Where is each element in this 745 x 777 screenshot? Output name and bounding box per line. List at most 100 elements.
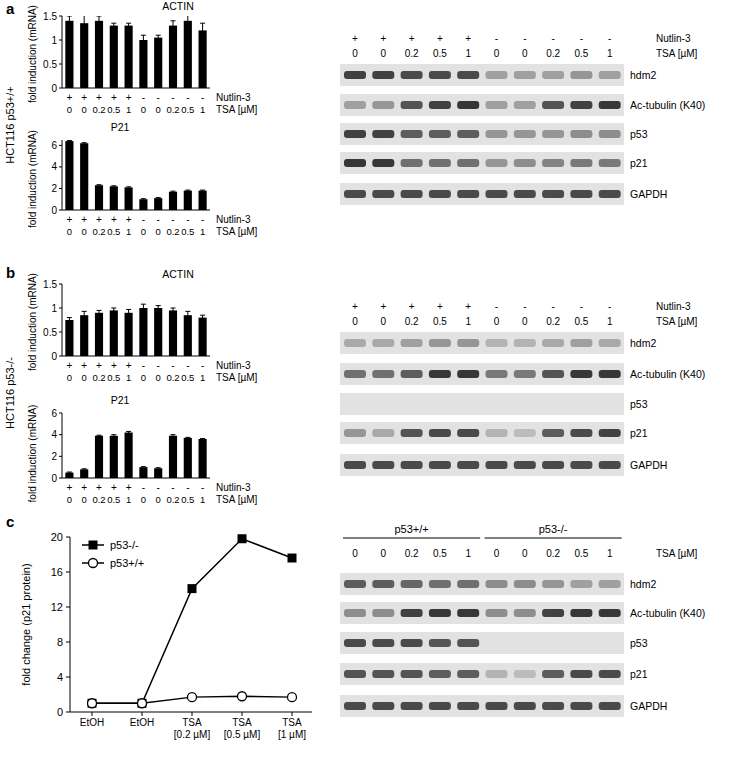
error-cap: [141, 466, 146, 467]
error-cap: [185, 437, 190, 438]
bar: [184, 438, 192, 478]
x-tick-label: EtOH: [80, 717, 104, 728]
band: [401, 609, 423, 617]
blot-strip: [340, 363, 624, 385]
bar: [199, 318, 207, 356]
x-tick-label: 0.2: [166, 494, 179, 505]
group-label: p53-/-: [539, 523, 568, 535]
x-tick-label: 0: [67, 494, 72, 505]
lane-label: 0.5: [433, 316, 447, 327]
blot-strip: [340, 663, 624, 685]
treatment-label: +: [66, 482, 72, 493]
treatment-label: -: [171, 360, 174, 371]
treatment-name: Nutlin-3: [216, 92, 251, 103]
band: [372, 339, 394, 347]
band: [570, 639, 592, 647]
error-line: [158, 306, 159, 311]
error-cap: [97, 435, 102, 436]
x-tick-label: 1: [200, 226, 205, 237]
lane-label: +: [380, 33, 386, 44]
band: [542, 101, 564, 109]
y-tick: [59, 188, 62, 189]
band: [372, 101, 394, 109]
blot-strip: [340, 454, 624, 476]
band: [401, 339, 423, 347]
band: [429, 130, 451, 138]
band: [599, 130, 621, 138]
band: [486, 702, 508, 710]
x-tick-label: 1: [200, 104, 205, 115]
y-tick: [59, 332, 62, 333]
blot-strip: [340, 602, 624, 624]
band-label: p21: [630, 427, 648, 439]
error-cap: [67, 472, 72, 473]
line-chart: 048121620EtOHEtOHTSA[0.2 µM]TSA[0.5 µM]T…: [20, 531, 312, 740]
error-bar: [141, 467, 146, 468]
band: [514, 702, 536, 710]
band: [599, 190, 621, 198]
band: [457, 702, 479, 710]
y-axis-label: fold change (p21 protein): [20, 563, 32, 685]
treatment-label: -: [186, 92, 189, 103]
treatment-label: +: [81, 360, 87, 371]
band: [344, 101, 366, 109]
error-cap: [97, 310, 102, 311]
error-bar: [156, 306, 161, 311]
lane-label: 0.5: [433, 548, 447, 559]
band: [429, 609, 451, 617]
lane-label: 0: [352, 48, 358, 59]
y-tick: [66, 677, 70, 678]
y-tick-label: 0: [51, 205, 57, 216]
band: [514, 71, 536, 79]
header-label: Nutlin-3: [656, 33, 691, 44]
lane-label: -: [608, 33, 611, 44]
chart-title: P21: [111, 121, 130, 133]
band: [570, 609, 592, 617]
treatment-label: +: [96, 92, 102, 103]
band: [344, 429, 366, 437]
error-cap: [141, 304, 146, 305]
band-label: p53: [630, 128, 648, 140]
blot-strip: [340, 123, 624, 145]
error-line: [69, 318, 70, 323]
lane-label: 0: [352, 548, 358, 559]
band: [372, 580, 394, 588]
x-tick-label: 0.5: [107, 494, 120, 505]
x-tick-label: 0.2: [166, 372, 179, 383]
x-tick-label: TSA[1 µM]: [278, 717, 306, 740]
bar: [184, 21, 192, 88]
lane-label: -: [608, 301, 611, 312]
band: [457, 370, 479, 378]
band: [429, 429, 451, 437]
y-tick-label: 2: [51, 451, 57, 462]
bar: [110, 436, 118, 478]
bar: [125, 26, 133, 88]
band: [344, 71, 366, 79]
band: [514, 130, 536, 138]
error-cap: [156, 467, 161, 468]
lane-label: 0.2: [546, 48, 560, 59]
lane-label: 0.2: [546, 316, 560, 327]
western-blot: p53+/+p53-/-000.20.51000.20.51TSA [µM]hd…: [340, 523, 705, 717]
error-bar: [126, 187, 131, 188]
band: [514, 101, 536, 109]
lane-label: -: [551, 33, 554, 44]
band: [429, 670, 451, 678]
y-tick: [59, 40, 62, 41]
band: [372, 190, 394, 198]
band: [457, 639, 479, 647]
y-tick-label: 16: [51, 566, 63, 578]
y-tick: [59, 308, 62, 309]
error-cap: [200, 23, 205, 24]
y-tick-label: 0: [51, 473, 57, 484]
legend-marker: [89, 541, 98, 550]
treatment-label: -: [201, 214, 204, 225]
error-bar: [82, 16, 87, 38]
error-bar: [200, 438, 205, 439]
bar: [139, 308, 147, 356]
band: [514, 429, 536, 437]
x-tick-label: 0: [67, 372, 72, 383]
error-bar: [126, 309, 131, 316]
plot-area: [65, 16, 206, 88]
error-cap: [141, 35, 146, 36]
